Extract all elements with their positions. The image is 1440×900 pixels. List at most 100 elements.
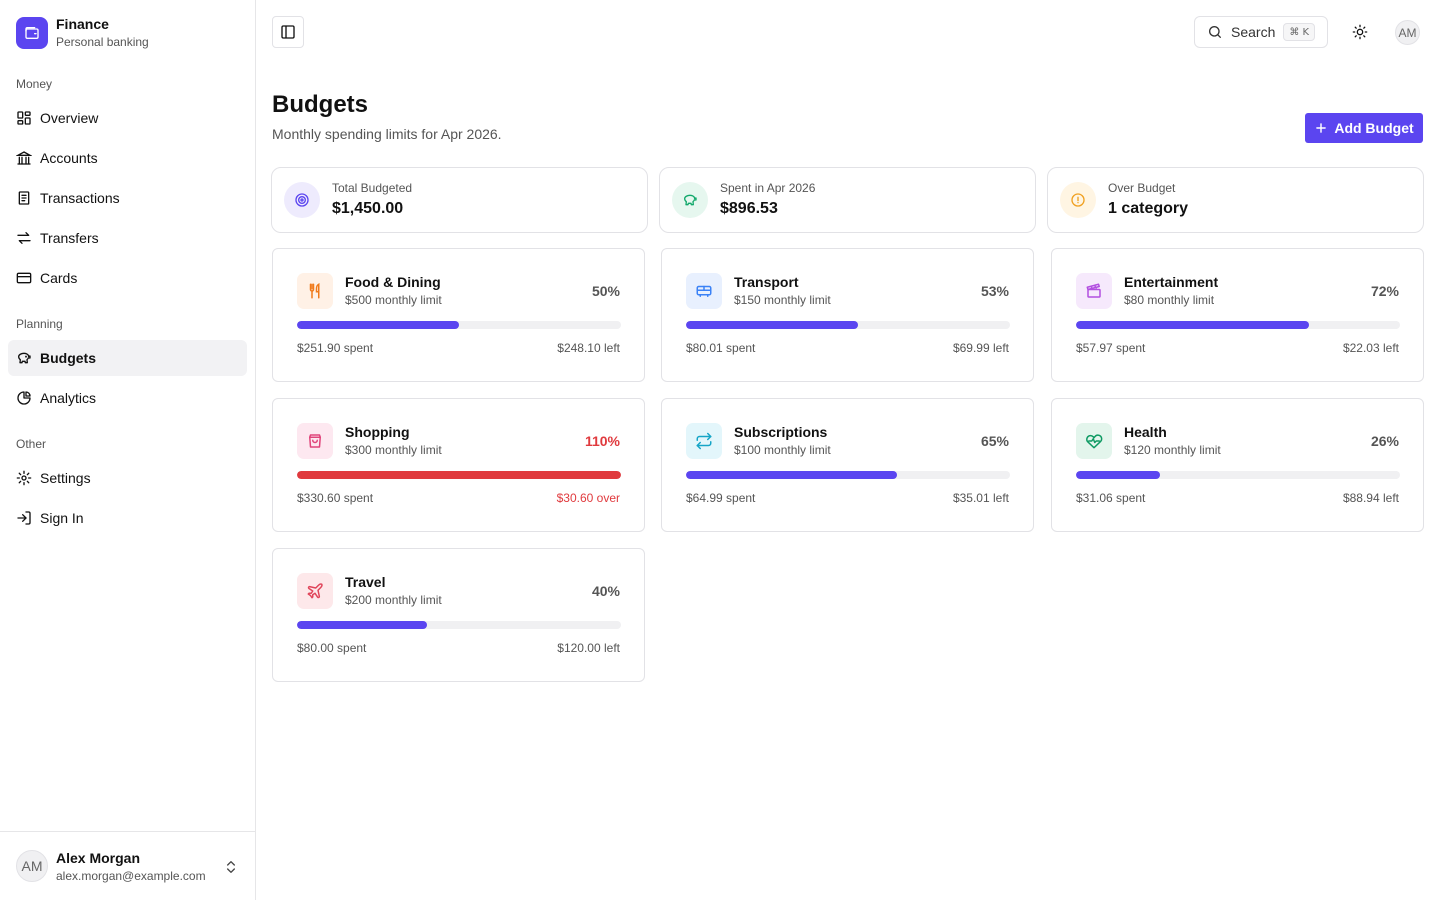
utensils-icon [297,273,333,309]
panel-left-icon [280,24,296,40]
budget-card-entertainment[interactable]: Entertainment $80 monthly limit 72% $57.… [1051,248,1424,382]
budget-name: Entertainment [1124,274,1219,290]
search-button[interactable]: Search ⌘ K [1194,16,1328,48]
arrows-icon [16,230,32,246]
budget-limit: $200 monthly limit [345,593,442,607]
budget-remaining: $35.01 left [952,491,1009,505]
budget-name: Transport [734,274,799,290]
stat-total-budgeted: Total Budgeted $1,450.00 [271,167,648,233]
budget-card-food-dining[interactable]: Food & Dining $500 monthly limit 50% $25… [272,248,645,382]
nav-group-other: Other [16,437,47,451]
heart-pulse-icon [1076,423,1112,459]
brand-subtitle: Personal banking [56,35,149,49]
sun-icon [1352,24,1368,40]
sidebar-item-cards[interactable]: Cards [8,260,247,296]
chevron-up-down-icon [223,859,239,875]
budget-spent: $57.97 spent [1076,341,1146,355]
budget-limit: $80 monthly limit [1124,293,1215,307]
budget-name: Shopping [345,424,410,440]
budget-spent: $80.01 spent [686,341,756,355]
budget-percent: 53% [980,283,1009,299]
clapperboard-icon [1076,273,1112,309]
budget-spent: $330.60 spent [297,491,374,505]
budget-limit: $100 monthly limit [734,443,831,457]
budget-progress-fill [1076,471,1161,479]
budget-card-health[interactable]: Health $120 monthly limit 26% $31.06 spe… [1051,398,1424,532]
sidebar-item-accounts[interactable]: Accounts [8,140,247,176]
budget-spent: $251.90 spent [297,341,374,355]
avatar: AM [16,850,48,882]
user-menu[interactable]: AM Alex Morgan alex.morgan@example.com [0,831,255,900]
theme-toggle-button[interactable] [1344,16,1376,48]
budget-limit: $300 monthly limit [345,443,442,457]
nav-group-money: Money [16,77,53,91]
budget-progress-bar [1076,321,1400,329]
stat-label: Spent in Apr 2026 [720,181,816,195]
brand-name: Finance [56,16,109,32]
budget-remaining: $88.94 left [1342,491,1399,505]
plane-icon [297,573,333,609]
budget-percent: 40% [591,583,620,599]
sidebar-item-transfers[interactable]: Transfers [8,220,247,256]
brand[interactable]: Finance Personal banking [16,16,149,50]
user-email: alex.morgan@example.com [56,869,206,883]
budget-limit: $500 monthly limit [345,293,442,307]
stat-spent: Spent in Apr 2026 $896.53 [659,167,1036,233]
sidebar-item-label: Settings [40,470,91,486]
search-label: Search [1231,24,1276,40]
budget-name: Travel [345,574,386,590]
receipt-icon [16,190,32,206]
sidebar-item-budgets[interactable]: Budgets [8,340,247,376]
budget-progress-fill [297,471,621,479]
sidebar-item-overview[interactable]: Overview [8,100,247,136]
keyboard-shortcut: ⌘ K [1283,23,1316,41]
avatar[interactable]: AM [1395,20,1420,45]
add-budget-button[interactable]: Add Budget [1305,113,1423,143]
budget-progress-bar [686,321,1010,329]
stat-value: $1,450.00 [332,200,404,217]
budget-card-transport[interactable]: Transport $150 monthly limit 53% $80.01 … [661,248,1034,382]
budget-progress-fill [1076,321,1310,329]
target-icon [284,182,320,218]
budget-spent: $31.06 spent [1076,491,1146,505]
sidebar-item-sign-in[interactable]: Sign In [8,500,247,536]
budget-remaining: $22.03 left [1342,341,1399,355]
budget-progress-fill [686,471,897,479]
budget-limit: $150 monthly limit [734,293,831,307]
alert-circle-icon [1060,182,1096,218]
sidebar-item-label: Budgets [40,350,96,366]
budget-remaining: $120.00 left [557,641,620,655]
sidebar: Finance Personal banking Money Overview … [0,0,256,900]
budget-percent: 26% [1370,433,1399,449]
page-subtitle: Monthly spending limits for Apr 2026. [272,126,502,142]
budget-progress-bar [297,471,621,479]
sidebar-item-transactions[interactable]: Transactions [8,180,247,216]
stat-value: $896.53 [720,200,778,217]
bus-icon [686,273,722,309]
add-budget-label: Add Budget [1334,120,1414,136]
budget-card-travel[interactable]: Travel $200 monthly limit 40% $80.00 spe… [272,548,645,682]
budget-spent: $64.99 spent [686,491,756,505]
bank-icon [16,150,32,166]
plus-icon [1314,121,1328,135]
budget-card-shopping[interactable]: Shopping $300 monthly limit 110% $330.60… [272,398,645,532]
budget-percent: 65% [980,433,1009,449]
budget-card-subscriptions[interactable]: Subscriptions $100 monthly limit 65% $64… [661,398,1034,532]
budget-spent: $80.00 spent [297,641,367,655]
budget-remaining: $248.10 left [557,341,620,355]
budget-name: Subscriptions [734,424,828,440]
sidebar-item-analytics[interactable]: Analytics [8,380,247,416]
budget-remaining: $30.60 over [556,491,620,505]
repeat-icon [686,423,722,459]
budget-progress-fill [297,321,459,329]
sidebar-item-label: Sign In [40,510,84,526]
budget-progress-bar [1076,471,1400,479]
budget-name: Health [1124,424,1167,440]
grid-icon [16,110,32,126]
stat-value: 1 category [1108,200,1189,217]
sidebar-toggle-button[interactable] [272,16,304,48]
credit-card-icon [16,270,32,286]
pie-chart-icon [16,390,32,406]
sidebar-item-settings[interactable]: Settings [8,460,247,496]
page-title: Budgets [272,91,368,118]
